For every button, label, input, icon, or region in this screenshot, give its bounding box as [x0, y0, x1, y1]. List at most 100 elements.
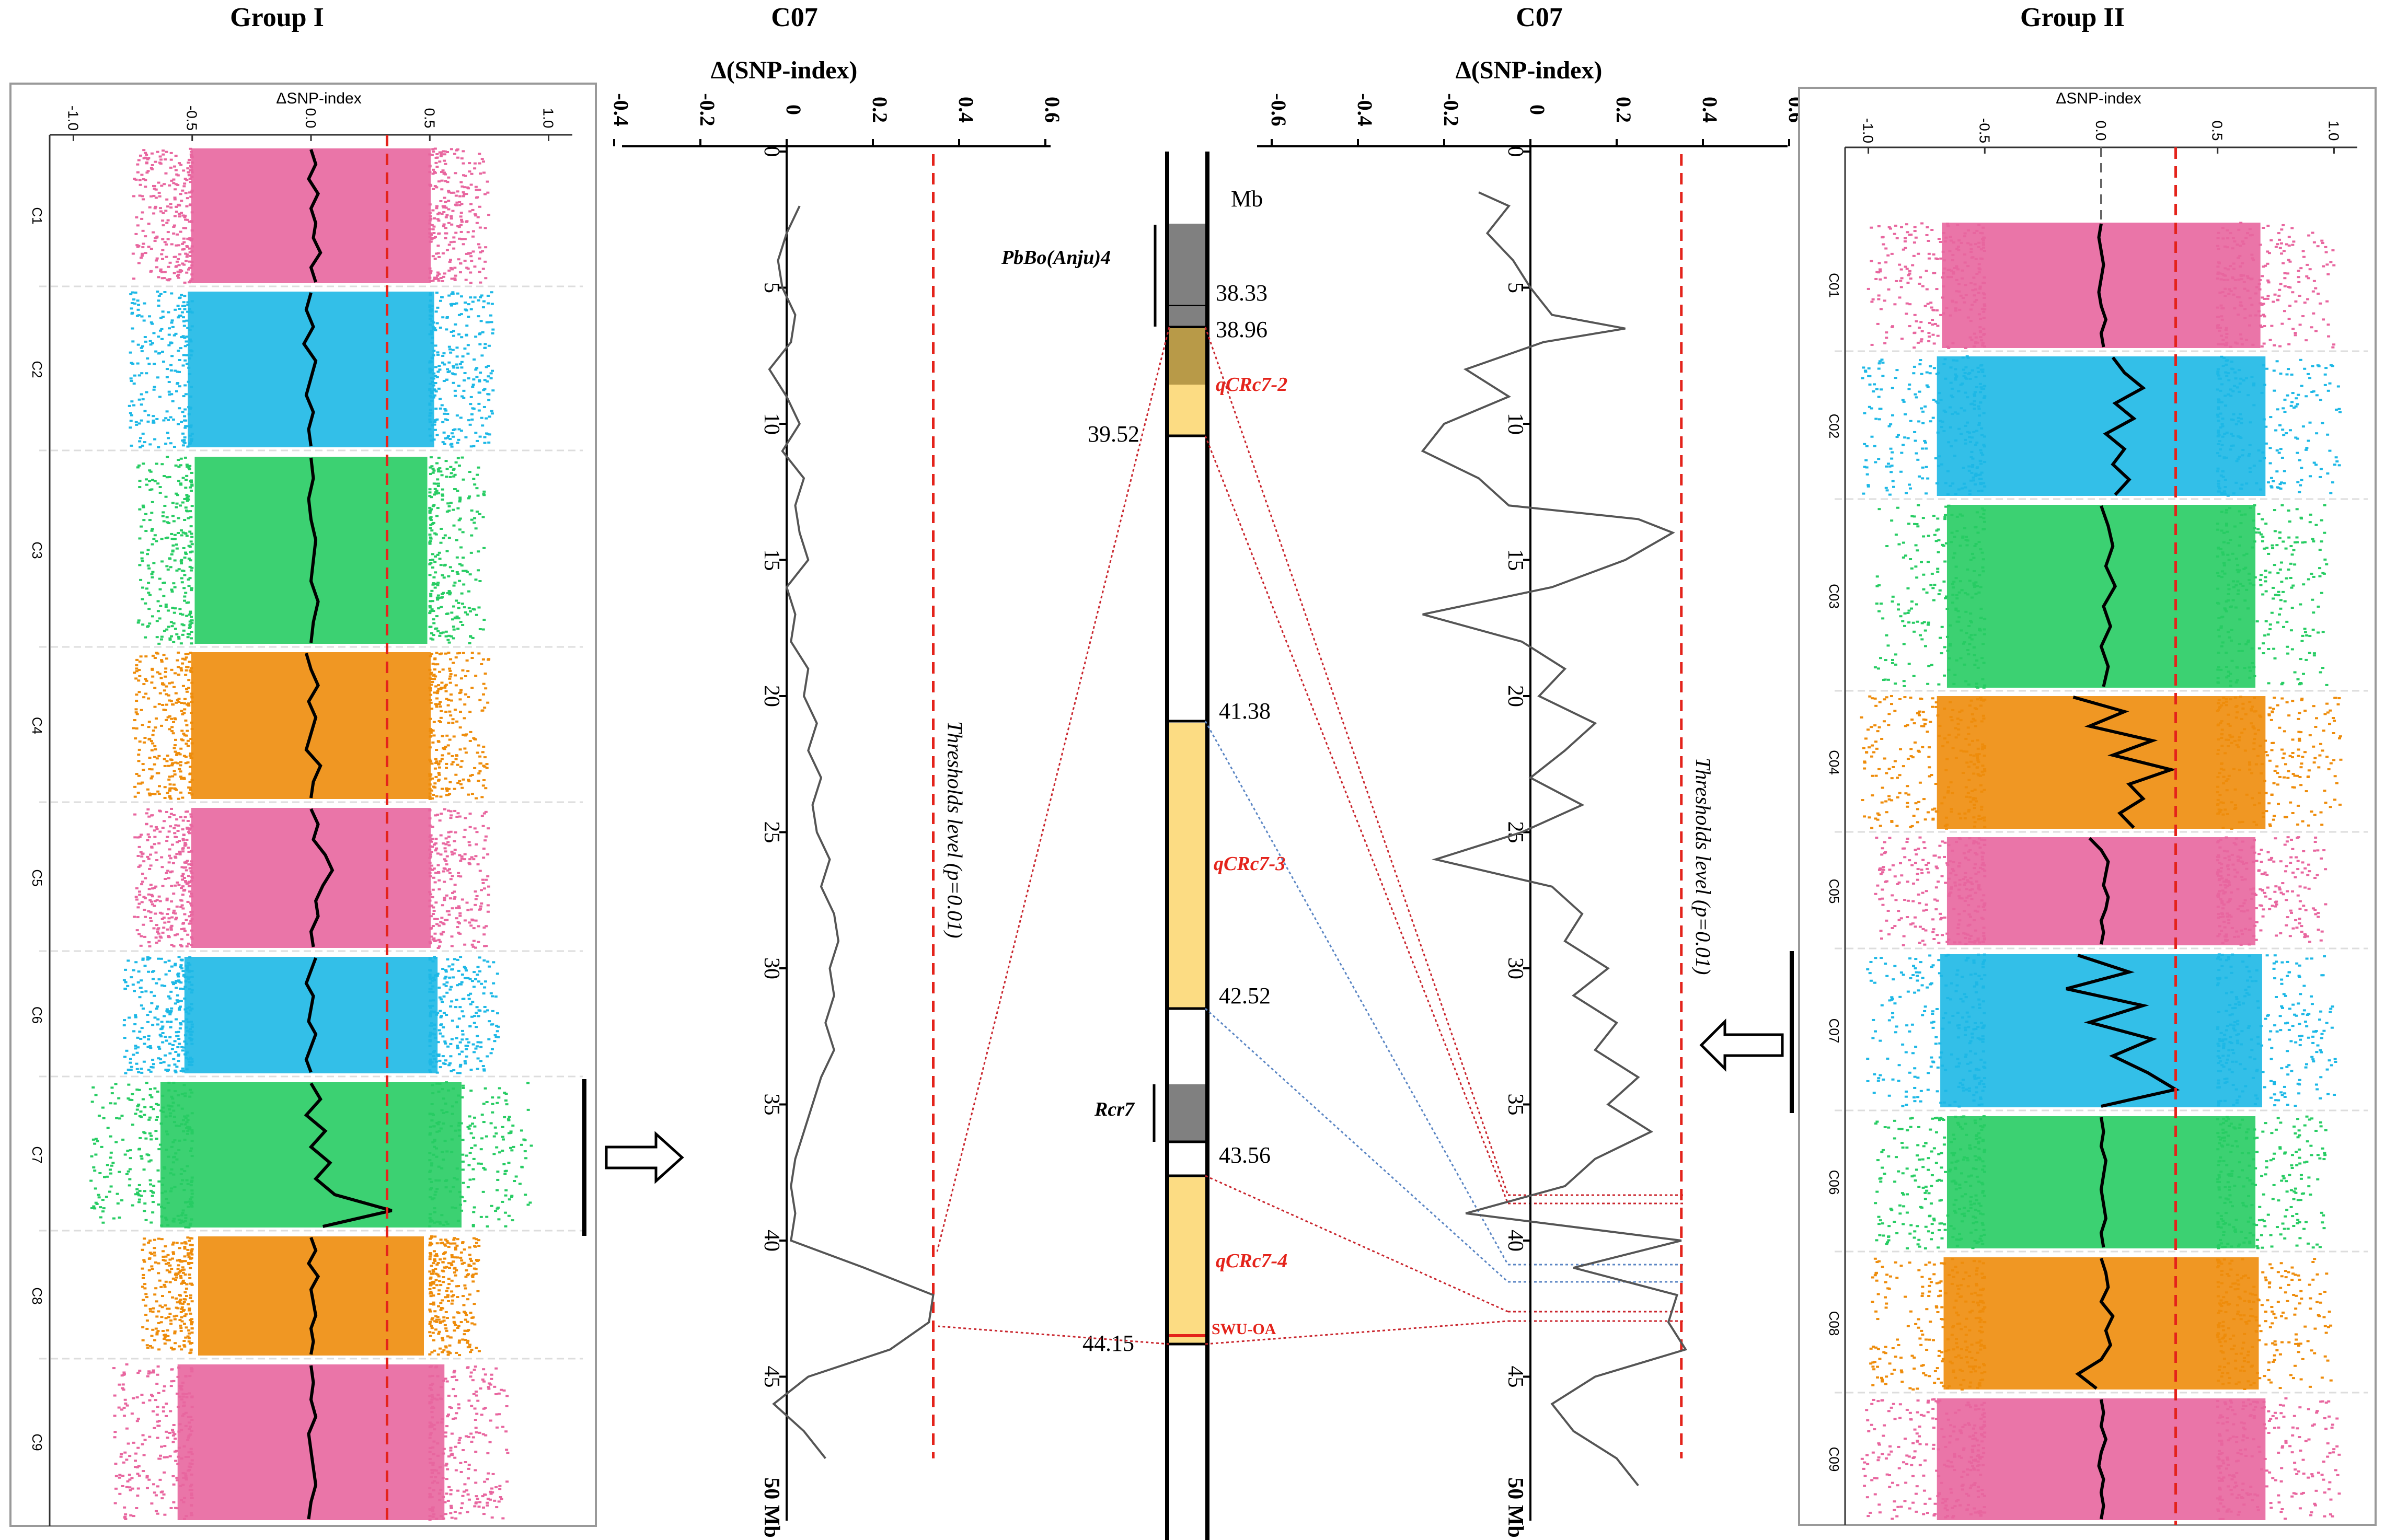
- snp-point: [464, 279, 468, 281]
- snp-point: [453, 709, 457, 711]
- snp-point: [174, 1438, 177, 1440]
- snp-point: [109, 1185, 113, 1188]
- snp-point: [188, 792, 191, 794]
- snp-point: [162, 1250, 165, 1253]
- snp-point: [165, 565, 169, 568]
- snp-point: [444, 635, 448, 638]
- snp-point: [152, 927, 156, 930]
- snp-point: [187, 1252, 190, 1255]
- snp-point: [454, 1395, 457, 1397]
- snp-point: [457, 1439, 461, 1442]
- snp-point: [449, 466, 453, 468]
- snp-point: [481, 1495, 485, 1498]
- snp-point: [452, 240, 456, 243]
- snp-point: [468, 978, 472, 980]
- snp-point: [176, 1301, 179, 1304]
- group2-title: Group II: [2020, 3, 2125, 32]
- snp-point: [121, 1475, 125, 1477]
- snp-point: [144, 1304, 147, 1307]
- snp-point: [483, 388, 487, 390]
- snp-point: [174, 265, 178, 268]
- snp-point: [491, 1096, 494, 1099]
- snp-point: [428, 1178, 432, 1180]
- snp-point: [175, 1158, 179, 1161]
- snp-point: [175, 917, 178, 919]
- snp-point: [156, 1018, 160, 1021]
- snp-point: [149, 1047, 153, 1049]
- snp-point: [430, 320, 434, 322]
- snp-point: [490, 303, 494, 305]
- snp-point: [137, 1071, 141, 1073]
- snp-point: [472, 1178, 476, 1180]
- snp-point: [450, 215, 453, 217]
- snp-point: [468, 573, 472, 576]
- snp-point: [163, 1283, 166, 1286]
- snp-point: [470, 1440, 474, 1443]
- snp-point: [451, 210, 455, 212]
- snp-point: [1974, 243, 1977, 246]
- snp-point: [177, 1367, 181, 1369]
- snp-point: [187, 578, 190, 581]
- snp-point: [467, 1399, 471, 1402]
- snp-point: [457, 872, 460, 874]
- snp-point: [190, 350, 194, 353]
- chrom-core-band: [160, 1082, 462, 1228]
- snp-point: [491, 1023, 494, 1026]
- snp-point: [471, 945, 475, 948]
- y-tick-label: 10: [1503, 413, 1527, 435]
- snp-point: [172, 945, 176, 947]
- snp-point: [446, 744, 450, 747]
- snp-point: [166, 928, 169, 931]
- snp-point: [141, 246, 145, 249]
- snp-point: [179, 1311, 183, 1313]
- snp-point: [428, 1159, 432, 1162]
- snp-point: [2255, 286, 2259, 288]
- snp-point: [433, 881, 437, 884]
- snp-point: [150, 749, 154, 751]
- snp-point: [433, 1260, 437, 1263]
- snp-point: [143, 1287, 147, 1290]
- snp-point: [164, 1069, 168, 1071]
- snp-point: [434, 382, 437, 385]
- snp-point: [184, 653, 188, 655]
- snp-point: [446, 639, 450, 641]
- snp-point: [437, 684, 441, 687]
- snp-point: [133, 374, 136, 377]
- snp-point: [471, 1316, 475, 1319]
- snp-point: [451, 1105, 454, 1108]
- snp-point: [169, 1323, 173, 1325]
- snp-point: [146, 839, 149, 841]
- snp-point: [431, 1510, 435, 1512]
- snp-point: [149, 1189, 153, 1192]
- snp-point: [190, 1459, 194, 1462]
- snp-point: [479, 172, 482, 175]
- snp-point: [137, 691, 141, 693]
- snp-point: [428, 506, 432, 509]
- snp-point: [145, 1327, 149, 1330]
- snp-point: [168, 728, 171, 731]
- snp-point: [438, 819, 442, 822]
- snp-point: [460, 564, 464, 567]
- snp-point: [175, 1066, 179, 1068]
- snp-point: [451, 291, 455, 294]
- snp-point: [428, 941, 432, 943]
- snp-point: [467, 252, 471, 254]
- snp-point: [488, 433, 491, 436]
- snp-point: [432, 384, 435, 387]
- delta-snp-trace: [307, 457, 320, 643]
- snp-point: [446, 368, 450, 370]
- snp-point: [178, 1043, 181, 1045]
- snp-point: [189, 610, 192, 613]
- snp-point: [190, 700, 194, 703]
- snp-point: [146, 1046, 150, 1048]
- snp-point: [143, 1036, 146, 1038]
- snp-point: [446, 1499, 450, 1502]
- snp-point: [437, 212, 441, 214]
- y-tick-label: 30: [759, 957, 784, 979]
- snp-point: [157, 927, 160, 930]
- snp-point: [158, 617, 162, 620]
- snp-point: [186, 1248, 190, 1251]
- snp-point: [147, 721, 151, 723]
- snp-point: [431, 337, 434, 339]
- snp-point: [166, 1011, 170, 1014]
